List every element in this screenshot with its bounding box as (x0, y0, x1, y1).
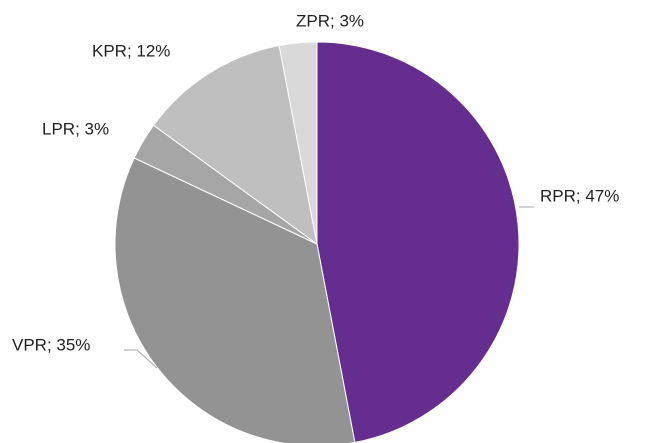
data-label: ZPR; 3% (296, 11, 364, 30)
data-label: KPR; 12% (92, 41, 170, 60)
data-label: VPR; 35% (12, 335, 90, 354)
pie-slice (316, 41, 520, 443)
pie-slice (278, 41, 318, 245)
pie-slice (152, 44, 318, 246)
leader-line (124, 349, 158, 369)
data-label: RPR; 47% (540, 186, 619, 205)
pie-slice (114, 157, 356, 443)
data-label: LPR; 3% (42, 119, 109, 138)
